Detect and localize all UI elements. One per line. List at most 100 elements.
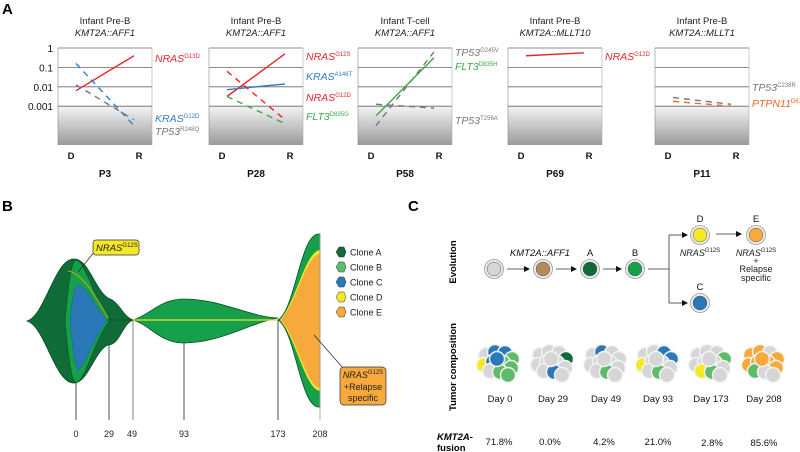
- callout-line: [313, 334, 344, 369]
- series-line-nras-g12d: [525, 52, 585, 57]
- timepoint-label: 93: [179, 429, 189, 439]
- series-label: NRASG12S: [306, 51, 351, 63]
- clone-node-fill: [535, 261, 551, 277]
- y-tick-label: 0.001: [28, 102, 53, 113]
- series-line-kras-g12d: [75, 63, 135, 127]
- below-detection-region: [58, 106, 152, 145]
- callout-line: [77, 250, 96, 273]
- svg-text:NRASG12S: NRASG12S: [736, 248, 776, 258]
- cell: [647, 350, 665, 368]
- plot-title: Infant Pre-B: [231, 16, 282, 27]
- cell: [711, 366, 729, 384]
- series-line-nras-g12d: [226, 70, 286, 121]
- legend-label: Clone A: [350, 248, 382, 258]
- plot-subtitle: KMT2A::MLLT1: [669, 28, 735, 39]
- series-label: FLT3D835H: [455, 61, 497, 73]
- patient-label: P3: [99, 169, 112, 180]
- gene-name: NRAS: [306, 92, 335, 104]
- nras-callout-top: [92, 239, 140, 256]
- legend-label: Clone C: [350, 278, 383, 288]
- series-label: FLT3D835G: [306, 111, 349, 123]
- plot-title: Infant Pre-B: [80, 16, 131, 27]
- plot-title: Infant Pre-B: [677, 16, 728, 27]
- x-tick-label: R: [436, 151, 443, 162]
- series-line-nras-g12s: [226, 53, 286, 98]
- svg-text:NRASG12S: NRASG12S: [680, 248, 720, 258]
- callout-line2: +Relapse: [344, 382, 382, 392]
- x-tick-label: R: [136, 151, 143, 162]
- legend-swatch: [335, 291, 347, 303]
- gene-name: TP53: [752, 82, 777, 94]
- tumor-cluster: [475, 343, 521, 384]
- fusion-value: 85.6%: [751, 438, 778, 449]
- callout-mut: G12S: [368, 370, 383, 376]
- timepoint-label: 173: [270, 429, 285, 439]
- day-label: Day 173: [693, 394, 728, 405]
- legend-swatch: [335, 306, 347, 318]
- cell: [658, 366, 676, 384]
- legend-swatch: [335, 261, 347, 273]
- day-label: Day 208: [746, 394, 781, 405]
- gene-name: TP53: [455, 47, 480, 59]
- day-label: Day 0: [488, 394, 513, 405]
- plot-title: Infant T-cell: [381, 16, 430, 27]
- gene-name: NRAS: [306, 51, 335, 63]
- gene-name: FLT3: [306, 111, 330, 123]
- x-tick-label: D: [368, 151, 375, 162]
- e-gene: NRAS: [736, 248, 761, 258]
- cell: [499, 366, 517, 384]
- series-label: TP53C238R: [752, 82, 796, 94]
- mutation: G12D: [184, 114, 200, 120]
- cell: [753, 350, 771, 368]
- series-line-tp53-t256a: [375, 103, 435, 109]
- clone-node-fill: [582, 261, 598, 277]
- mutation: C238R: [777, 83, 796, 89]
- clone-node-fill: [627, 261, 643, 277]
- patient-label: P58: [396, 169, 414, 180]
- d-mut: G12S: [705, 248, 720, 254]
- mutation: G13D: [184, 54, 200, 60]
- legend-label: Clone B: [350, 263, 382, 273]
- clone-node-fill: [692, 227, 708, 243]
- plot-subtitle: KMT2A::AFF1: [375, 28, 435, 39]
- clone-b-region-mid: [131, 298, 279, 344]
- node-label-c: C: [697, 282, 704, 293]
- legend-label: Clone D: [350, 293, 383, 303]
- e-line2: Relapse: [739, 264, 772, 274]
- legend-label: Clone E: [350, 308, 382, 318]
- mutation: T256A: [480, 116, 498, 122]
- fusion-value: 21.0%: [645, 437, 672, 448]
- tumor-cluster: [582, 343, 628, 384]
- y-tick-label: 0.1: [39, 63, 53, 74]
- plot-title: Infant Pre-B: [530, 16, 581, 27]
- x-tick-label: D: [665, 151, 672, 162]
- panel-label-a: A: [2, 1, 13, 18]
- gene-name: KRAS: [155, 113, 184, 125]
- x-tick-label: D: [68, 151, 75, 162]
- y-tick-label: 1: [47, 44, 53, 55]
- node-label-a: A: [587, 248, 594, 259]
- series-line-kras-a146t: [226, 83, 286, 91]
- callout-mut: G12S: [122, 243, 137, 249]
- e-plus: +: [753, 256, 758, 266]
- callout-gene: NRAS: [96, 243, 123, 254]
- tumor-cluster: [740, 343, 786, 384]
- e-line3: specific: [741, 273, 772, 283]
- series-label: NRASG12D: [306, 92, 352, 104]
- series-label: TP53R248Q: [155, 126, 199, 138]
- mutation: G12D: [634, 52, 650, 58]
- cell: [595, 350, 613, 368]
- below-detection-region: [209, 106, 303, 145]
- timepoint-label: 49: [127, 429, 137, 439]
- composition-row-label: Tumor composition: [448, 323, 459, 411]
- clone-node-fill: [748, 227, 764, 243]
- gene-name: NRAS: [605, 51, 634, 63]
- patient-label: P28: [247, 169, 265, 180]
- below-detection-region: [358, 106, 452, 145]
- day-label: Day 93: [643, 394, 673, 405]
